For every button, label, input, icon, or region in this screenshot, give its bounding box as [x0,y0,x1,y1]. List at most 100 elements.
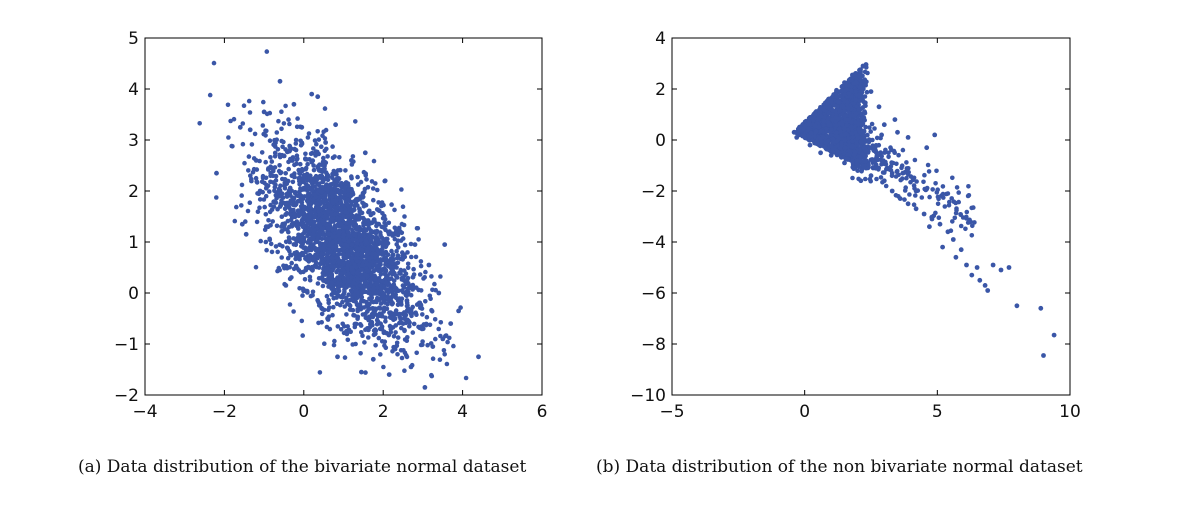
y-tick-label: −4 [641,233,666,253]
data-point [309,91,315,97]
dense-point [868,129,873,134]
dense-point [307,274,313,280]
x-tick-label: 2 [378,402,389,422]
data-point [386,372,392,377]
data-point [362,150,368,156]
dense-point [802,133,807,138]
dense-point [391,334,397,339]
dense-point [302,186,307,191]
x-tick-label: 5 [932,402,943,422]
dense-point [349,174,354,179]
dense-point [846,91,852,96]
dense-point [944,191,949,197]
dense-point [321,155,326,161]
data-point [442,242,448,248]
dense-point [246,168,251,173]
dense-point [375,285,380,291]
dense-point [399,275,405,281]
dense-point [267,189,272,194]
dense-point [295,116,300,121]
data-point [333,122,338,128]
dense-point [332,154,337,159]
dense-point [829,127,834,132]
dense-point [893,193,899,198]
dense-point [913,193,918,198]
dense-point [313,247,319,253]
plot-b-frame [671,37,1071,396]
dense-point [379,203,384,209]
dense-point [323,170,329,175]
dense-point [403,311,408,317]
dense-point [330,198,336,203]
dense-point [253,175,259,181]
data-point [889,188,895,194]
data-point [937,221,943,227]
data-point [818,150,823,156]
dense-point [966,184,971,189]
data-point [982,283,988,288]
dense-point [329,292,335,297]
dense-point [323,266,329,272]
dense-point [386,231,392,237]
dense-point [383,240,389,245]
data-point [347,328,352,334]
dense-point [336,252,341,257]
dense-point [364,177,369,182]
dense-point [392,207,397,213]
dense-point [384,330,390,336]
data-point [422,385,428,390]
dense-point [288,212,293,217]
dense-point [376,268,382,274]
dense-point [395,260,401,266]
dense-point [332,187,338,192]
data-point [291,101,297,107]
dense-point [240,121,246,126]
caption-b: (b) Data distribution of the non bivaria… [596,457,1083,477]
dense-point [369,179,375,184]
dense-point [442,352,448,357]
data-point [794,135,800,140]
dense-point [866,139,872,145]
y-tick-label: −6 [641,284,666,304]
dense-point [853,89,858,94]
dense-point [363,171,369,176]
dense-point [423,269,428,275]
dense-point [326,300,332,306]
dense-point [857,92,862,98]
dense-point [343,168,348,173]
dense-point [378,321,384,327]
dense-point [367,296,372,302]
plot-b-x-axis: −5 0 5 10 [659,38,1081,422]
dense-point [445,339,450,345]
dense-point [301,245,306,250]
dense-point [862,109,867,115]
dense-point [860,135,866,141]
dense-point [427,322,433,328]
dense-point [322,106,328,111]
data-point [810,114,815,120]
dense-point [342,255,348,260]
dense-point [296,167,302,173]
dense-point [279,126,284,132]
dense-point [274,130,280,135]
data-point [998,267,1004,273]
dense-point [327,305,332,310]
dense-point [833,130,839,135]
dense-point [331,304,336,310]
dense-point [352,292,357,298]
dense-point [282,153,287,159]
data-point [1051,332,1057,338]
dense-point [287,302,293,307]
dense-point [297,171,303,177]
dense-point [239,182,245,188]
dense-point [385,282,391,288]
dense-point [234,204,239,210]
dense-point [344,284,349,289]
dense-point [268,155,273,160]
dense-point [846,106,851,111]
dense-point [304,171,310,177]
dense-point [337,302,343,308]
data-point [868,89,874,94]
data-point [349,158,354,163]
dense-point [826,110,831,116]
